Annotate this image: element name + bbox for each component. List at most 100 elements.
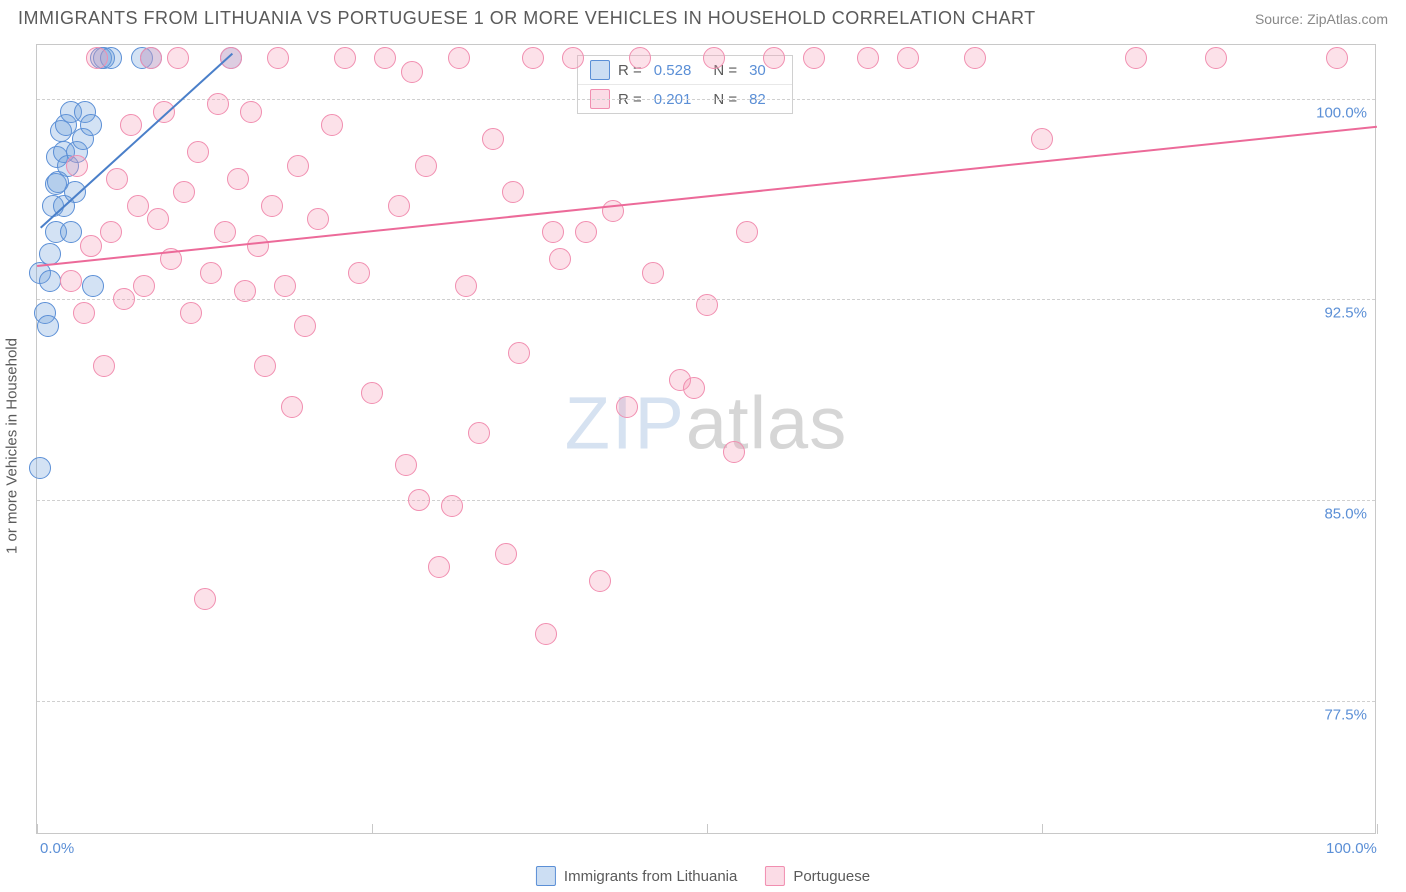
data-point-portuguese [294,315,316,337]
data-point-portuguese [194,588,216,610]
data-point-portuguese [1326,47,1348,69]
data-point-portuguese [629,47,651,69]
data-point-portuguese [214,221,236,243]
data-point-portuguese [1125,47,1147,69]
data-point-portuguese [562,47,584,69]
data-point-portuguese [502,181,524,203]
data-point-portuguese [441,495,463,517]
data-point-portuguese [287,155,309,177]
data-point-portuguese [274,275,296,297]
data-point-lithuania [39,243,61,265]
watermark-part2: atlas [686,382,847,465]
data-point-portuguese [200,262,222,284]
data-point-portuguese [86,47,108,69]
chart-title: IMMIGRANTS FROM LITHUANIA VS PORTUGUESE … [18,8,1036,29]
data-point-portuguese [361,382,383,404]
legend-label-portuguese: Portuguese [793,868,870,885]
data-point-portuguese [254,355,276,377]
data-point-lithuania [80,114,102,136]
data-point-portuguese [549,248,571,270]
trend-line-portuguese [37,125,1377,266]
data-point-portuguese [616,396,638,418]
data-point-portuguese [234,280,256,302]
source-attribution: Source: ZipAtlas.com [1255,11,1388,27]
data-point-portuguese [80,235,102,257]
watermark-part1: ZIP [565,382,686,465]
data-point-portuguese [147,208,169,230]
data-point-portuguese [93,355,115,377]
data-point-portuguese [307,208,329,230]
data-point-portuguese [140,47,162,69]
data-point-portuguese [374,47,396,69]
gridline [37,99,1375,100]
data-point-portuguese [428,556,450,578]
data-point-portuguese [267,47,289,69]
data-point-lithuania [60,221,82,243]
data-point-portuguese [723,441,745,463]
data-point-portuguese [73,302,95,324]
y-tick-label: 77.5% [1324,707,1367,724]
data-point-portuguese [589,570,611,592]
gridline [37,500,1375,501]
data-point-portuguese [247,235,269,257]
data-point-portuguese [240,101,262,123]
data-point-portuguese [334,47,356,69]
data-point-portuguese [207,93,229,115]
data-point-portuguese [348,262,370,284]
n-value-lithuania: 30 [749,62,766,79]
swatch-blue [536,866,556,886]
swatch-pink [765,866,785,886]
data-point-portuguese [180,302,202,324]
data-point-portuguese [133,275,155,297]
y-axis-title: 1 or more Vehicles in Household [4,338,21,554]
data-point-portuguese [60,270,82,292]
data-point-portuguese [321,114,343,136]
data-point-portuguese [495,543,517,565]
series-legend: Immigrants from Lithuania Portuguese [536,866,870,886]
data-point-lithuania [82,275,104,297]
data-point-portuguese [857,47,879,69]
data-point-portuguese [261,195,283,217]
y-tick-label: 92.5% [1324,305,1367,322]
data-point-portuguese [964,47,986,69]
data-point-portuguese [66,155,88,177]
data-point-lithuania [39,270,61,292]
gridline [37,701,1375,702]
data-point-portuguese [227,168,249,190]
y-tick-label: 100.0% [1316,104,1367,121]
data-point-portuguese [696,294,718,316]
x-tick [1377,824,1378,834]
y-tick-label: 85.0% [1324,506,1367,523]
data-point-portuguese [1031,128,1053,150]
data-point-lithuania [37,315,59,337]
legend-item-portuguese: Portuguese [765,866,870,886]
data-point-portuguese [455,275,477,297]
data-point-portuguese [100,221,122,243]
data-point-portuguese [683,377,705,399]
data-point-portuguese [482,128,504,150]
data-point-portuguese [736,221,758,243]
legend-item-lithuania: Immigrants from Lithuania [536,866,737,886]
data-point-portuguese [763,47,785,69]
data-point-portuguese [508,342,530,364]
x-tick [707,824,708,834]
source-link[interactable]: ZipAtlas.com [1307,11,1388,27]
x-tick [372,824,373,834]
r-value-lithuania: 0.528 [654,62,692,79]
data-point-portuguese [388,195,410,217]
data-point-portuguese [187,141,209,163]
data-point-portuguese [542,221,564,243]
data-point-portuguese [127,195,149,217]
data-point-portuguese [535,623,557,645]
data-point-lithuania [29,457,51,479]
data-point-portuguese [448,47,470,69]
x-tick-label: 0.0% [40,840,74,857]
x-tick [37,824,38,834]
watermark: ZIPatlas [565,381,847,466]
legend-row-lithuania: R = 0.528 N = 30 [578,56,792,84]
x-tick-label: 100.0% [1326,840,1377,857]
data-point-portuguese [281,396,303,418]
data-point-portuguese [415,155,437,177]
data-point-portuguese [120,114,142,136]
x-tick [1042,824,1043,834]
